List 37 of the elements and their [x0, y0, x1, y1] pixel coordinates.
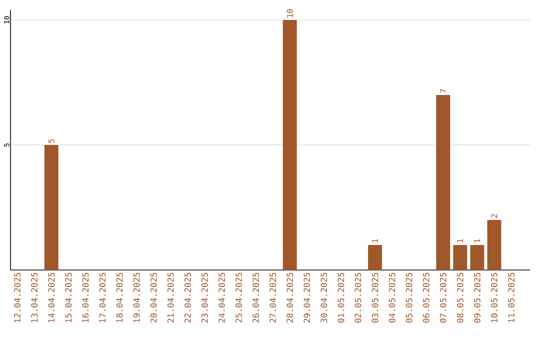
bar	[436, 95, 450, 270]
x-tick-label: 02.05.2025	[354, 272, 362, 323]
x-tick-label: 07.05.2025	[440, 272, 446, 323]
x-tick-label: 08.05.2025	[456, 272, 464, 323]
x-tick-label: 05.05.2025	[406, 272, 412, 323]
x-tick-label: 29.04.2025	[304, 272, 310, 323]
bar	[282, 20, 297, 270]
x-tick-label: 28.04.2025	[286, 272, 294, 323]
bar	[453, 245, 468, 270]
x-tick-label: 01.05.2025	[338, 272, 344, 323]
x-tick-label: 12.04.2025	[14, 272, 21, 322]
x-tick-label: 26.04.2025	[252, 272, 259, 323]
x-tick-label: 23.04.2025	[201, 272, 208, 323]
x-tick-label: 16.04.2025	[82, 272, 89, 322]
x-tick-label: 27.04.2025	[270, 272, 276, 323]
x-tick-label: 10.05.2025	[491, 272, 498, 322]
x-tick-label: 14.04.2025	[48, 272, 55, 322]
bar	[368, 245, 382, 270]
x-tick-label: 18.04.2025	[116, 272, 123, 322]
bar	[470, 245, 484, 270]
x-tick-label: 15.04.2025	[65, 272, 72, 322]
bar	[487, 220, 502, 270]
x-tick-label: 30.04.2025	[320, 272, 328, 323]
x-tick-label: 06.05.2025	[422, 272, 430, 323]
x-tick-label: 11.05.2025	[508, 272, 514, 322]
x-tick-label: 04.05.2025	[388, 272, 396, 323]
x-tick-label: 09.05.2025	[474, 272, 480, 323]
x-tick-label: 17.04.2025	[99, 272, 106, 322]
x-tick-label: 21.04.2025	[167, 272, 174, 323]
bar	[44, 145, 58, 270]
x-tick-label: 03.05.2025	[372, 272, 378, 323]
x-tick-label: 13.04.2025	[31, 272, 38, 322]
x-tick-label: 24.04.2025	[218, 272, 225, 323]
x-tick-label: 19.04.2025	[133, 272, 140, 322]
x-tick-label: 25.04.2025	[236, 272, 242, 323]
x-tick-label: 22.04.2025	[184, 272, 191, 323]
x-tick-label: 20.04.2025	[150, 272, 157, 323]
